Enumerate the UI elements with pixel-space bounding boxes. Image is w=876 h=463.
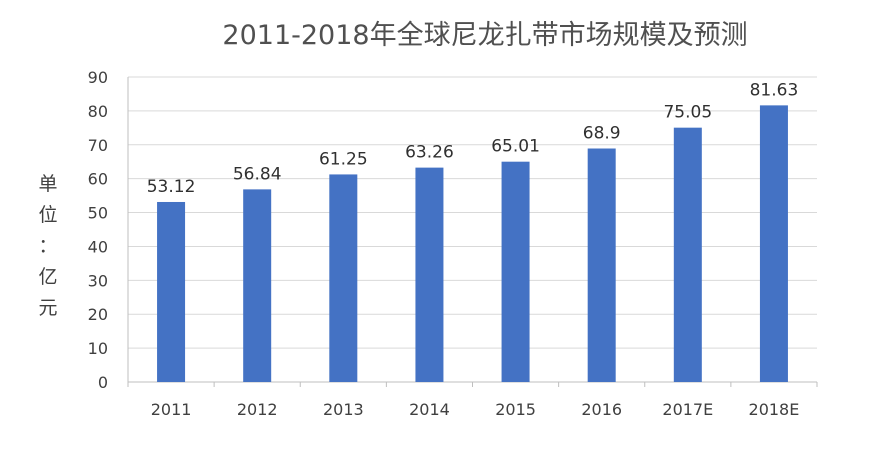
bar-2018E xyxy=(759,105,788,383)
bar-2013 xyxy=(329,174,358,382)
y-axis-label-text: 单位：亿元 xyxy=(38,173,57,319)
data-label-2014: 63.26 xyxy=(405,143,454,163)
y-tick-label-30: 30 xyxy=(88,271,108,290)
data-label-2018E: 81.63 xyxy=(750,80,799,100)
x-tick-label-2013: 2013 xyxy=(323,400,364,419)
data-labels: 53.12 56.84 61.25 63.26 65.01 68.9 75.05 81.63 xyxy=(147,80,799,197)
x-axis-ticks: 2011 2012 2013 2014 2015 2016 2017E 2018E xyxy=(127,382,818,419)
x-tick-label-2015: 2015 xyxy=(495,400,536,419)
x-tick-label-2016: 2016 xyxy=(581,400,622,419)
y-tick-label-40: 40 xyxy=(88,237,108,256)
data-label-2012: 56.84 xyxy=(233,164,282,184)
x-tick-label-2017E: 2017E xyxy=(662,400,713,419)
bar-2017E xyxy=(673,127,702,383)
y-tick-label-90: 90 xyxy=(88,68,108,87)
gridlines xyxy=(127,76,817,383)
y-tick-label-80: 80 xyxy=(88,102,108,121)
y-tick-label-0: 0 xyxy=(98,373,108,392)
bar-2015 xyxy=(501,161,530,382)
bar-2012 xyxy=(243,189,272,382)
y-tick-label-10: 10 xyxy=(88,339,108,358)
data-label-2016: 68.9 xyxy=(583,124,621,144)
x-tick-label-2018E: 2018E xyxy=(749,400,800,419)
chart-title: 2011-2018年全球尼龙扎带市场规模及预测 xyxy=(222,20,747,51)
y-tick-label-70: 70 xyxy=(88,136,108,155)
data-label-2017E: 75.05 xyxy=(663,103,712,123)
x-tick-label-2012: 2012 xyxy=(237,400,278,419)
bar-2011 xyxy=(157,201,186,382)
y-axis-ticks: 0 10 20 30 40 50 60 70 80 90 xyxy=(88,68,108,392)
data-label-2013: 61.25 xyxy=(319,149,368,169)
x-tick-label-2014: 2014 xyxy=(409,400,450,419)
y-tick-label-60: 60 xyxy=(88,170,108,189)
bar-2014 xyxy=(415,167,444,382)
x-tick-label-2011: 2011 xyxy=(151,400,192,419)
y-tick-label-20: 20 xyxy=(88,305,108,324)
y-axis-label: 单位：亿元 xyxy=(38,173,57,319)
bar-2016 xyxy=(587,148,616,382)
data-label-2015: 65.01 xyxy=(491,137,540,157)
bars xyxy=(157,105,788,383)
y-tick-label-50: 50 xyxy=(88,204,108,223)
data-label-2011: 53.12 xyxy=(147,177,196,197)
